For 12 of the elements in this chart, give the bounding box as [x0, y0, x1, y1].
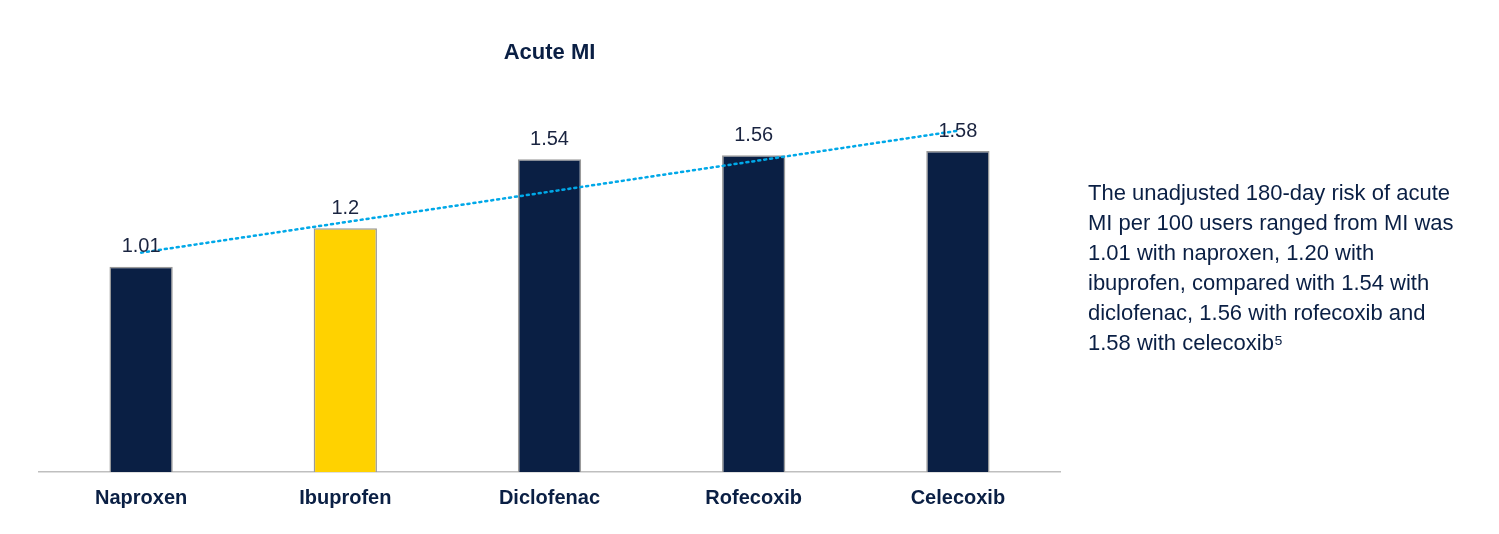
data-label: 1.56	[734, 122, 774, 145]
x-tick-label: Ibuprofen	[299, 485, 392, 508]
x-tick-label: Diclofenac	[498, 485, 601, 508]
data-label: 1.58	[938, 118, 978, 141]
text: The unadjusted 180-day risk of acute MI per 100 users ranged from MI was 1.01 with naproxen, 1.20 with ibuprofen, compared with 1.54 with diclofenac, 1.56 with rofecoxib and 1.58 with celecoxib⁵	[1088, 179, 1455, 357]
x-tick-label: Rofecoxib	[705, 485, 803, 508]
chart-title: Acute MI	[503, 39, 596, 65]
x-tick-label: Naproxen	[94, 485, 188, 508]
x-tick-label: Celecoxib	[910, 485, 1006, 508]
data-label: 1.01	[121, 234, 161, 257]
data-label: 1.2	[331, 195, 360, 218]
data-label: 1.54	[530, 126, 569, 149]
